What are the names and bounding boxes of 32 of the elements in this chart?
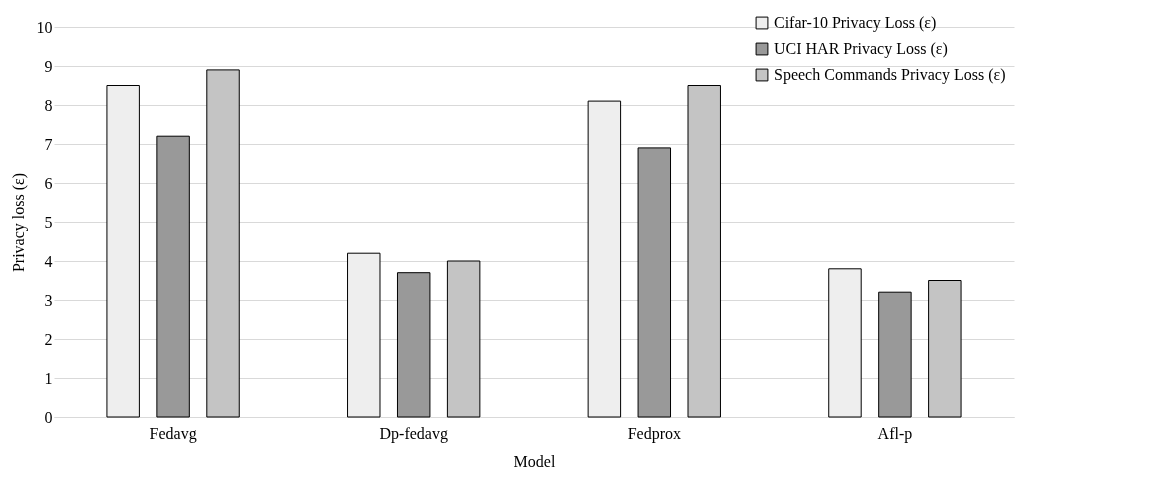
y-tick-label: 10 xyxy=(36,18,53,36)
y-tick-label: 1 xyxy=(44,369,53,387)
bar xyxy=(878,291,912,418)
bar xyxy=(206,69,240,418)
x-tick-label: Dp-fedavg xyxy=(379,424,448,443)
y-axis-title: Privacy loss (ε) xyxy=(9,172,28,273)
bar xyxy=(687,85,721,418)
x-tick-label: Fedavg xyxy=(149,424,197,443)
x-tick-label: Afl-p xyxy=(877,424,913,443)
y-tick-label: 9 xyxy=(44,57,53,75)
x-axis-title: Model xyxy=(513,452,556,470)
x-tick-label: Fedprox xyxy=(627,424,681,443)
bar xyxy=(347,252,381,418)
legend-label: UCI HAR Privacy Loss (ε) xyxy=(774,40,948,58)
legend-label: Speech Commands Privacy Loss (ε) xyxy=(774,66,1006,84)
y-tick-label: 0 xyxy=(44,408,53,426)
bar xyxy=(396,272,431,418)
y-tick-label: 7 xyxy=(44,135,53,153)
bar xyxy=(106,85,140,418)
bar xyxy=(446,260,481,418)
y-tick-label: 6 xyxy=(44,174,53,192)
bar xyxy=(828,268,862,418)
bar xyxy=(637,147,672,418)
bar xyxy=(587,100,622,418)
y-tick-label: 2 xyxy=(44,330,53,348)
y-tick-label: 4 xyxy=(44,252,53,270)
legend-label: Cifar-10 Privacy Loss (ε) xyxy=(774,14,937,32)
bar xyxy=(928,280,962,418)
y-tick-label: 3 xyxy=(44,291,53,309)
y-tick-label: 5 xyxy=(44,213,53,231)
y-tick-label: 8 xyxy=(44,96,53,114)
bar xyxy=(156,135,190,418)
